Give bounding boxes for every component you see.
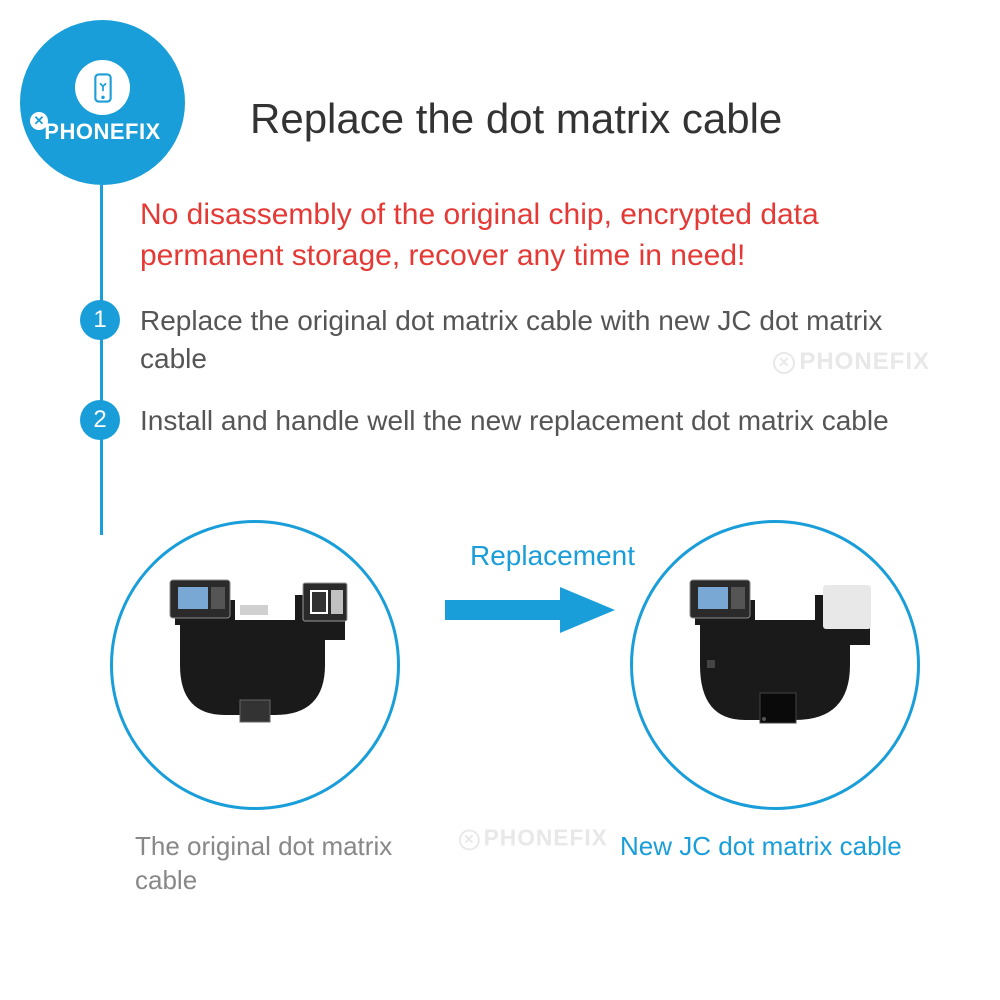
page-title: Replace the dot matrix cable (250, 95, 782, 143)
brand-name: PHONEFIX (44, 119, 160, 145)
watermark-text: PHONEFIX (799, 348, 930, 375)
phone-outline-icon (86, 71, 120, 105)
watermark: ✕PHONEFIX (773, 348, 930, 376)
new-cable-icon (665, 565, 885, 765)
watermark-text: PHONEFIX (484, 826, 608, 852)
step-number-badge: 2 (80, 400, 120, 440)
diagram-area: Replacement The original dot matrix cabl… (80, 500, 960, 950)
replacement-arrow-icon (440, 585, 620, 635)
brand-logo-badge: ✕ PHONEFIX (20, 20, 185, 185)
new-cable-circle (630, 520, 920, 810)
arrow-label: Replacement (470, 540, 635, 572)
watermark: ✕PHONEFIX (459, 826, 608, 853)
brand-logo-icon (75, 60, 130, 115)
new-cable-caption: New JC dot matrix cable (620, 830, 910, 864)
original-cable-icon (145, 565, 365, 765)
step-item-2: 2 Install and handle well the new replac… (80, 400, 940, 440)
watermark-x-icon: ✕ (459, 829, 480, 850)
warning-note: No disassembly of the original chip, enc… (140, 195, 940, 276)
original-cable-circle (110, 520, 400, 810)
brand-logo-x-icon: ✕ (30, 112, 48, 130)
watermark-x-icon: ✕ (773, 352, 795, 374)
step-number-badge: 1 (80, 300, 120, 340)
step-text: Install and handle well the new replacem… (140, 400, 889, 440)
original-cable-caption: The original dot matrix cable (135, 830, 395, 898)
